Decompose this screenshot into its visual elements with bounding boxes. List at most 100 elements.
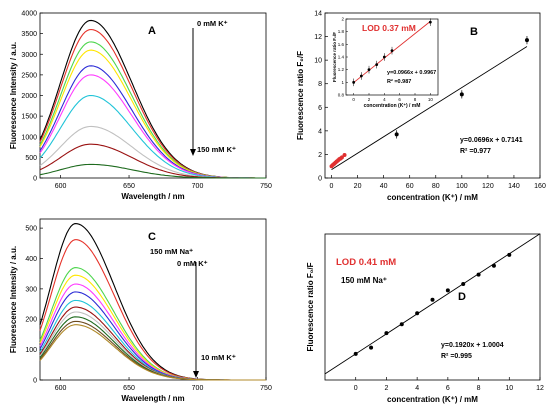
panel-letter: C bbox=[148, 231, 156, 243]
x-tick-label: 0 bbox=[330, 183, 334, 190]
y-tick-label: 3500 bbox=[21, 31, 37, 38]
x-tick-label: 160 bbox=[534, 183, 546, 190]
inset-x-axis-label: concentration (K⁺) / mM bbox=[364, 103, 421, 109]
data-point bbox=[369, 345, 374, 350]
x-tick-label: 100 bbox=[456, 183, 468, 190]
panel-A: 600 650 700 750 0 500 1000 1500 2000 2500 3000 3500… bbox=[9, 11, 272, 202]
x-tick-label: 700 bbox=[192, 385, 204, 392]
y-tick-label: 300 bbox=[25, 286, 37, 293]
data-point bbox=[339, 155, 344, 160]
x-axis-label: Wavelength / nm bbox=[121, 394, 184, 403]
x-tick-label: 80 bbox=[432, 183, 440, 190]
fit-line bbox=[324, 233, 541, 375]
data-point bbox=[459, 92, 464, 97]
inset-title: LOD 0.37 mM bbox=[362, 23, 416, 33]
x-tick-label: 2 bbox=[384, 385, 388, 392]
data-point bbox=[342, 153, 347, 158]
inset-x-tick-label: 10 bbox=[428, 97, 434, 102]
panel-B: 0 20 40 60 80 100 120 140 16002468101214By=0.069… bbox=[296, 11, 546, 203]
panel-D: 0 2 4 6 8 10 12 D LOD 0.41 mM 150 mM Na⁺ y=0.1920x… bbox=[306, 233, 544, 404]
plot-frame bbox=[39, 218, 267, 381]
y-tick-label: 1000 bbox=[21, 134, 37, 141]
inset-data-point bbox=[382, 55, 386, 59]
data-point bbox=[353, 351, 358, 356]
plot-frame bbox=[324, 12, 541, 179]
panel-letter: A bbox=[148, 25, 156, 37]
y-tick-label: 500 bbox=[25, 155, 37, 162]
y-tick-label: 500 bbox=[25, 226, 37, 233]
y-tick-label: 1500 bbox=[21, 114, 37, 121]
x-tick-label: 40 bbox=[380, 183, 388, 190]
inset-frame bbox=[345, 18, 439, 96]
x-tick-label: 750 bbox=[260, 183, 272, 190]
data-point bbox=[445, 288, 450, 293]
x-axis-label: Wavelength / nm bbox=[121, 192, 184, 201]
y-axis-label: Fluorescence Intensity / a.u. bbox=[9, 246, 18, 353]
series-line-12 bbox=[39, 324, 266, 381]
inset-y-tick-label: 1.4 bbox=[338, 55, 345, 60]
inset-y-tick-label: 1.8 bbox=[338, 29, 345, 34]
data-point bbox=[399, 322, 404, 327]
arrow-head bbox=[190, 149, 196, 156]
inset-x-tick-label: 2 bbox=[368, 97, 371, 102]
x-tick-label: 600 bbox=[55, 183, 67, 190]
annotation-start: 0 mM K⁺ bbox=[177, 259, 208, 268]
inset-y-axis-label: Fluorescence ratio F₀/F bbox=[332, 32, 337, 82]
panel-letter: D bbox=[458, 291, 466, 303]
fit-r2: R² =0.995 bbox=[441, 353, 472, 360]
y-tick-label: 8 bbox=[318, 81, 322, 88]
inset-r2: R² =0.987 bbox=[387, 78, 411, 85]
y-tick-label: 0 bbox=[33, 378, 37, 385]
series-line-1 bbox=[39, 19, 266, 179]
inset-y-tick-label: 1 bbox=[341, 80, 344, 85]
x-axis-label: concentration (K⁺) / mM bbox=[387, 193, 478, 202]
inset-chart: 0 2 4 6 8 10 0.8 1 1.2 1.4 1.6 1.8 2 LOD 0.37 mM y=0.0… bbox=[332, 17, 439, 109]
x-axis-label: concentration (K⁺) / mM bbox=[387, 395, 478, 404]
series-line-2 bbox=[39, 28, 266, 179]
plot-frame bbox=[324, 233, 541, 381]
y-tick-label: 0 bbox=[318, 176, 322, 183]
data-point bbox=[507, 252, 512, 257]
y-tick-label: 14 bbox=[314, 11, 322, 18]
data-point bbox=[430, 297, 435, 302]
inset-data-point bbox=[367, 68, 371, 72]
x-tick-label: 4 bbox=[415, 385, 419, 392]
y-axis-label: Fluorescence ratio F₀/F bbox=[306, 262, 315, 351]
y-tick-label: 6 bbox=[318, 105, 322, 112]
y-tick-label: 4000 bbox=[21, 11, 37, 18]
y-tick-label: 100 bbox=[25, 347, 37, 354]
inset-data-point bbox=[428, 20, 432, 24]
inset-y-tick-label: 1.2 bbox=[338, 67, 345, 72]
y-tick-label: 2 bbox=[318, 152, 322, 159]
panel-C: 600 650 700 750 0 100 200 300 400 500 C Wavelength … bbox=[9, 218, 272, 403]
fit-equation: y=0.0696x + 0.7141 bbox=[460, 137, 523, 144]
y-tick-label: 2500 bbox=[21, 72, 37, 79]
data-point bbox=[491, 263, 496, 268]
arrow-head bbox=[193, 371, 199, 378]
x-tick-label: 120 bbox=[482, 183, 494, 190]
y-axis-label: Fluorescence ratio F₀/F bbox=[296, 51, 305, 140]
annotation-end: 10 mM K⁺ bbox=[201, 353, 236, 362]
data-point bbox=[461, 282, 466, 287]
x-tick-label: 8 bbox=[477, 385, 481, 392]
x-tick-label: 750 bbox=[260, 385, 272, 392]
fit-equation: y=0.1920x + 1.0004 bbox=[441, 342, 504, 349]
x-tick-label: 10 bbox=[505, 385, 513, 392]
y-tick-label: 2000 bbox=[21, 93, 37, 100]
x-tick-label: 140 bbox=[508, 183, 520, 190]
inset-y-tick-label: 1.6 bbox=[338, 42, 345, 47]
x-tick-label: 0 bbox=[354, 385, 358, 392]
y-tick-label: 400 bbox=[25, 256, 37, 263]
x-tick-label: 12 bbox=[536, 385, 544, 392]
fit-line bbox=[331, 46, 528, 170]
y-tick-label: 10 bbox=[314, 58, 322, 65]
y-tick-label: 12 bbox=[314, 34, 322, 41]
inset-equation: y=0.0966x + 0.9967 bbox=[387, 70, 436, 76]
annotation-end: 150 mM K⁺ bbox=[197, 145, 236, 154]
inset-x-tick-label: 0 bbox=[352, 97, 355, 102]
annotation-start: 0 mM K⁺ bbox=[197, 19, 228, 28]
inset-y-tick-label: 2 bbox=[341, 17, 344, 22]
series-line-6 bbox=[39, 74, 266, 179]
x-tick-label: 20 bbox=[354, 183, 362, 190]
fit-r2: R² =0.977 bbox=[460, 148, 491, 155]
